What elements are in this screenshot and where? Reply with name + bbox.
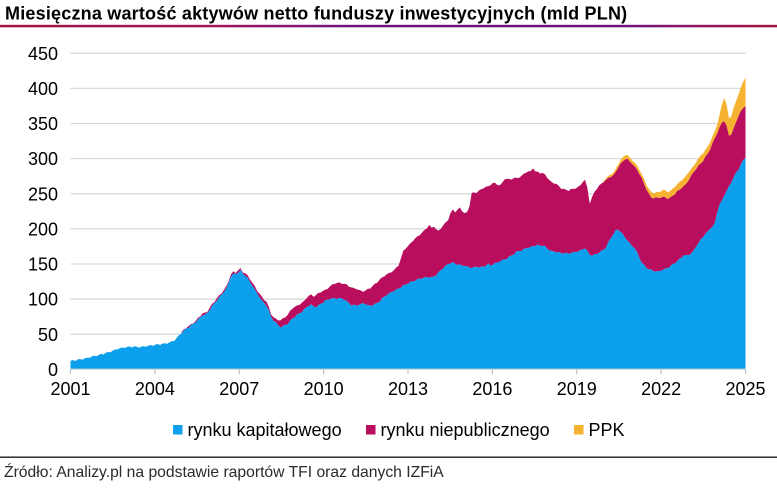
svg-text:250: 250 (28, 184, 58, 204)
svg-text:2013: 2013 (388, 379, 428, 399)
svg-text:150: 150 (28, 255, 58, 275)
svg-text:2001: 2001 (50, 379, 90, 399)
svg-text:300: 300 (28, 149, 58, 169)
svg-text:Źródło: Analizy.pl na podstawi: Źródło: Analizy.pl na podstawie raportów… (4, 462, 444, 481)
svg-text:350: 350 (28, 114, 58, 134)
svg-text:rynku kapitałowego: rynku kapitałowego (188, 420, 342, 440)
svg-text:100: 100 (28, 290, 58, 310)
svg-text:2010: 2010 (304, 379, 344, 399)
svg-text:PPK: PPK (589, 420, 625, 440)
svg-text:2022: 2022 (641, 379, 681, 399)
svg-text:Miesięczna wartość aktywów net: Miesięczna wartość aktywów netto fundusz… (5, 4, 627, 24)
svg-text:2004: 2004 (135, 379, 175, 399)
svg-text:450: 450 (28, 44, 58, 64)
svg-text:0: 0 (48, 360, 58, 380)
svg-text:400: 400 (28, 79, 58, 99)
svg-text:2007: 2007 (219, 379, 259, 399)
svg-text:2019: 2019 (557, 379, 597, 399)
svg-text:50: 50 (38, 325, 58, 345)
svg-text:2016: 2016 (472, 379, 512, 399)
svg-text:2025: 2025 (725, 379, 765, 399)
svg-text:200: 200 (28, 219, 58, 239)
svg-text:rynku niepublicznego: rynku niepublicznego (381, 420, 550, 440)
